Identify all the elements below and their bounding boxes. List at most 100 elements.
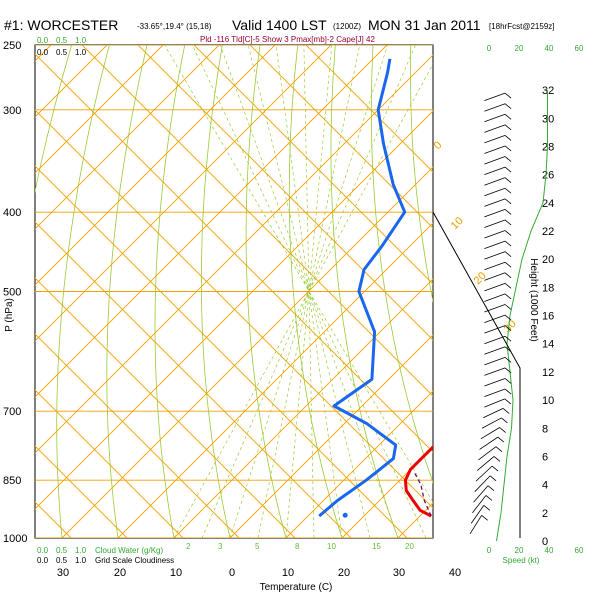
cloud-scale-tick: 0.5 <box>56 546 68 555</box>
wind-barb <box>484 398 512 408</box>
wind-barb <box>484 261 512 271</box>
cloud-scale-tick: 0.0 <box>37 546 49 555</box>
height-tick-label: 8 <box>542 423 548 435</box>
pressure-tick-label: 500 <box>3 287 21 299</box>
wind-barb <box>484 335 512 345</box>
valid-time: Valid 1400 LST <box>232 17 327 33</box>
stability-indices: Pld -116 Tld[C]-5 Show 3 Pmax[mb]-2 Cape… <box>200 35 375 44</box>
dry-adiabat <box>106 45 148 538</box>
cloud-scale-tick: 1.0 <box>75 556 87 565</box>
cloud-scale-tick: 1.0 <box>75 36 87 45</box>
moist-adiabat <box>229 45 388 538</box>
moist-adiabat <box>173 63 433 538</box>
panel-boundary <box>432 211 521 538</box>
dry-adiabat <box>245 45 287 538</box>
moist-adiabat <box>303 45 315 538</box>
wind-barb <box>472 495 493 514</box>
pressure-tick-label: 1000 <box>3 533 27 545</box>
speed-tick-label: 0 <box>487 546 492 555</box>
temperature-tick-label: 30 <box>393 567 405 579</box>
speed-tick-label: 0 <box>487 44 492 53</box>
isotherm <box>35 45 164 174</box>
height-tick-label: 4 <box>542 480 548 492</box>
wind-barb <box>484 187 512 197</box>
dry-adiabat <box>200 45 231 538</box>
wind-barb <box>484 314 512 323</box>
wind-barb <box>478 446 503 461</box>
wind-barb <box>476 456 501 471</box>
height-tick-label: 24 <box>542 198 554 210</box>
wind-barb <box>484 325 512 334</box>
adiabat-diagonal <box>137 45 433 341</box>
isotherm <box>285 390 433 538</box>
moist-adiabat <box>192 45 427 538</box>
wind-speed-profile <box>496 90 548 542</box>
forecast-date: MON 31 Jan 2011 <box>368 17 481 33</box>
moist-adiabat <box>247 45 371 538</box>
forecast-info: [18hrFcst@2159z] <box>489 22 554 31</box>
isotherm-label: 30 <box>502 318 519 335</box>
moist-adiabat <box>164 45 433 503</box>
adiabat-diagonal <box>249 45 433 229</box>
temperature-profile <box>403 444 433 518</box>
dry-adiabat <box>561 45 600 538</box>
y-axis-label: P (hPa) <box>4 298 15 332</box>
wind-barb <box>484 177 512 186</box>
isotherm <box>35 45 220 230</box>
wind-barb <box>484 378 512 387</box>
wind-barb <box>484 124 512 133</box>
parcel-profile <box>413 471 432 517</box>
moist-adiabat <box>257 45 361 538</box>
adiabat-diagonal <box>193 45 433 285</box>
wind-barb <box>484 293 512 302</box>
wind-barb <box>484 272 512 281</box>
temperature-tick-label: 20 <box>338 567 350 579</box>
dry-adiabat <box>56 45 110 538</box>
height-tick-label: 18 <box>542 282 554 294</box>
pressure-tick-label: 700 <box>3 406 21 418</box>
height-tick-label: 0 <box>542 536 548 548</box>
isotherm-label: 0 <box>432 139 445 152</box>
wind-barb <box>484 166 512 176</box>
speed-tick-label: 60 <box>575 546 584 555</box>
cloud-water-label: Cloud Water (g/Kg) <box>95 546 164 555</box>
adiabat-diagonal <box>35 221 352 538</box>
moist-adiabat <box>285 45 333 538</box>
dewpoint-profile <box>318 58 407 518</box>
dry-adiabat <box>288 45 343 538</box>
pressure-tick-label: 250 <box>3 40 21 52</box>
pressure-tick-label: 850 <box>3 475 21 487</box>
height-axis-label: Height (1000 Feet) <box>528 258 539 341</box>
isotherm <box>229 334 433 538</box>
wind-barb <box>479 436 505 450</box>
wind-barb <box>481 417 508 429</box>
height-tick-label: 6 <box>542 451 548 463</box>
height-tick-label: 12 <box>542 367 554 379</box>
dewpoint-surface-marker <box>342 512 348 518</box>
adiabat-diagonal <box>35 333 240 538</box>
speed-axis-label: Speed (kt) <box>503 556 540 565</box>
wind-barb <box>484 240 512 249</box>
adiabat-diagonal <box>35 165 408 538</box>
adiabat-diagonal <box>305 45 433 173</box>
mixing-ratio-label: 10 <box>327 542 336 551</box>
dry-adiabat <box>35 45 72 194</box>
mixing-ratio-label: 20 <box>405 542 414 551</box>
cloud-scale-tick: 0.0 <box>37 48 49 57</box>
isotherm <box>35 45 276 286</box>
adiabat-diagonal <box>35 53 433 453</box>
wind-barb <box>484 209 512 218</box>
wind-barb <box>470 505 491 524</box>
moist-adiabat <box>219 45 399 538</box>
dry-adiabat <box>370 45 433 484</box>
mixing-ratio-label: 5 <box>255 542 260 551</box>
adiabat-diagonal <box>81 45 433 397</box>
cloud-scale-tick: 0.5 <box>56 556 68 565</box>
wind-barb <box>469 514 488 535</box>
temperature-tick-label: 10 <box>170 567 182 579</box>
temperature-tick-label: 30 <box>57 567 69 579</box>
station-coords: -33.65°,19.4° (15,18) <box>137 22 212 31</box>
wind-barb <box>484 103 512 112</box>
wind-barb <box>473 485 495 503</box>
temperature-tick-label: 0 <box>229 567 235 579</box>
